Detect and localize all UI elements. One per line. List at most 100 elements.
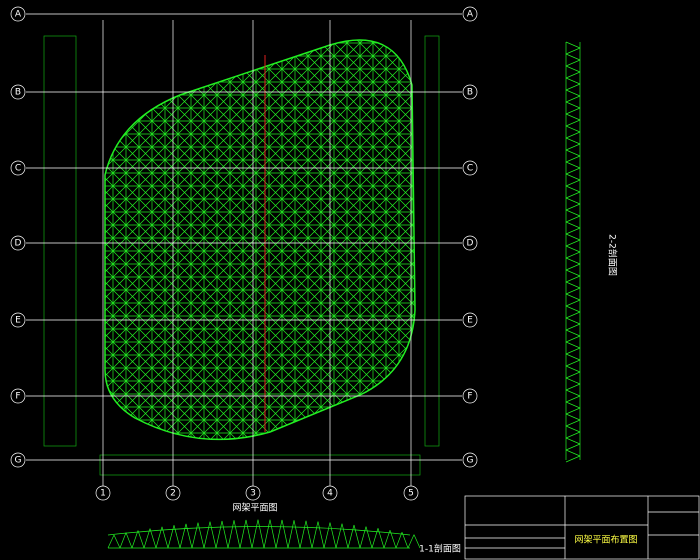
diagonal [151,68,166,83]
diagonal [346,406,361,421]
diagonal [125,55,140,70]
web [565,299,581,307]
diagonal [307,211,322,226]
diagonal [190,68,205,83]
diagonal [399,446,412,459]
diagonal [372,289,387,304]
diagonal [242,289,257,304]
diagonal [151,432,166,440]
title-block: 网架平面布置图 [464,495,700,560]
diagonal [294,198,309,213]
diagonal [307,107,322,122]
diagonal [229,55,244,70]
diagonal [346,289,361,304]
diagonal [177,133,192,148]
diagonal [203,380,218,395]
diagonal [346,354,361,369]
diagonal [386,459,399,472]
diagonal [151,315,166,330]
axis-bubble [322,485,338,501]
diagonal [190,289,205,304]
web [293,520,301,549]
diagonal [177,42,192,57]
diagonal [359,211,374,226]
diagonal [281,133,296,148]
diagonal [112,185,127,200]
diagonal [255,276,270,291]
diagonal [242,198,257,213]
diagonal [216,289,231,304]
web [565,107,581,115]
diagonal [164,432,179,440]
diagonal [105,406,114,421]
diagonal [151,68,166,83]
axis-label: E [15,316,21,326]
diagonal [411,107,415,122]
diagonal [281,341,296,356]
diagonal [151,328,166,343]
diagonal [164,172,179,187]
axis-label: C [15,164,21,174]
diagonal [177,341,192,356]
diagonal [333,419,348,434]
diagonal [385,380,400,395]
diagonal [398,224,413,239]
diagonal [307,120,322,135]
diagonal [320,380,335,395]
diagonal [216,419,231,434]
diagonal [411,367,415,382]
diagonal [281,289,296,304]
diagonal [268,211,283,226]
side-caption: 2-2剖面图 [607,234,619,276]
web [119,532,127,549]
diagonal [372,81,387,96]
web [347,524,355,549]
diagonal [125,432,140,440]
diagonal [203,159,218,174]
diagonal [372,68,387,83]
diagonal [398,120,413,135]
axis-bubble [462,235,478,251]
diagonal [126,459,139,472]
diagonal [295,446,308,459]
diagonal [105,315,114,330]
diagonal [307,185,322,200]
diagonal [105,40,114,44]
diagonal [411,120,415,135]
diagonal [282,459,295,472]
diagonal [255,146,270,161]
diagonal [177,94,192,109]
diagonal [138,94,153,109]
diagonal [385,198,400,213]
diagonal [268,159,283,174]
diagonal [113,459,126,472]
web [565,287,581,295]
web [565,323,581,331]
diagonal [164,367,179,382]
diagonal [320,250,335,265]
diagonal [372,198,387,213]
diagonal [282,446,295,459]
diagonal [177,55,192,70]
web [383,530,391,549]
diagonal [255,40,270,44]
axis-bubble [10,6,26,22]
diagonal [112,81,127,96]
diagonal [256,446,269,459]
diagonal [203,68,218,83]
drawing-name: 网架平面布置图 [574,534,637,546]
diagonal [411,328,415,343]
diagonal [333,380,348,395]
diagonal [255,133,270,148]
diagonal [372,107,387,122]
diagonal [229,172,244,187]
diagonal [372,263,387,278]
web [565,311,581,319]
diagonal [359,419,374,434]
web [565,119,581,127]
web [227,520,235,549]
diagonal [294,133,309,148]
diagonal [398,289,413,304]
diagonal [125,328,140,343]
diagonal [105,432,114,440]
